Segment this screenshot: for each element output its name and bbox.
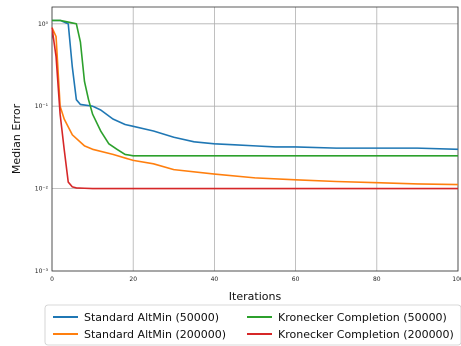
series-line-kronecker-completion-200000 [51, 27, 458, 190]
x-tick-label: 60 [292, 276, 300, 283]
series-layer [51, 19, 459, 190]
legend-label-kronecker-200000: Kronecker Completion (200000) [278, 328, 454, 341]
y-tick-label: 10⁻² [35, 186, 49, 193]
x-tick-label: 40 [211, 276, 219, 283]
series-line-standard-altmin-200000 [51, 27, 459, 186]
series-line-kronecker-completion-50000 [52, 19, 458, 157]
x-tick-label: 100 [452, 276, 461, 283]
grid-lines [51, 7, 459, 272]
series-line-standard-altmin-50000 [52, 19, 459, 151]
x-tick-label: 80 [373, 276, 381, 283]
y-tick-label: 10⁻³ [35, 268, 49, 275]
y-tick-label: 10⁰ [38, 21, 49, 28]
x-axis-label: Iterations [229, 290, 282, 303]
legend-label-kronecker-50000: Kronecker Completion (50000) [278, 311, 447, 324]
x-tick-label: 20 [129, 276, 137, 283]
plot-frame [51, 6, 459, 272]
x-axis-ticks: 0 20 40 60 80 100 [50, 276, 461, 283]
y-axis-ticks: 10⁰ 10⁻¹ 10⁻² 10⁻³ [35, 21, 49, 275]
y-axis-label: Median Error [10, 103, 23, 174]
legend-label-standard-altmin-50000: Standard AltMin (50000) [84, 311, 219, 324]
y-tick-label: 10⁻¹ [35, 103, 49, 110]
legend-frame [44, 304, 461, 346]
x-tick-label: 0 [50, 276, 54, 283]
legend: Standard AltMin (50000) Standard AltMin … [44, 304, 461, 346]
legend-label-standard-altmin-200000: Standard AltMin (200000) [84, 328, 226, 341]
